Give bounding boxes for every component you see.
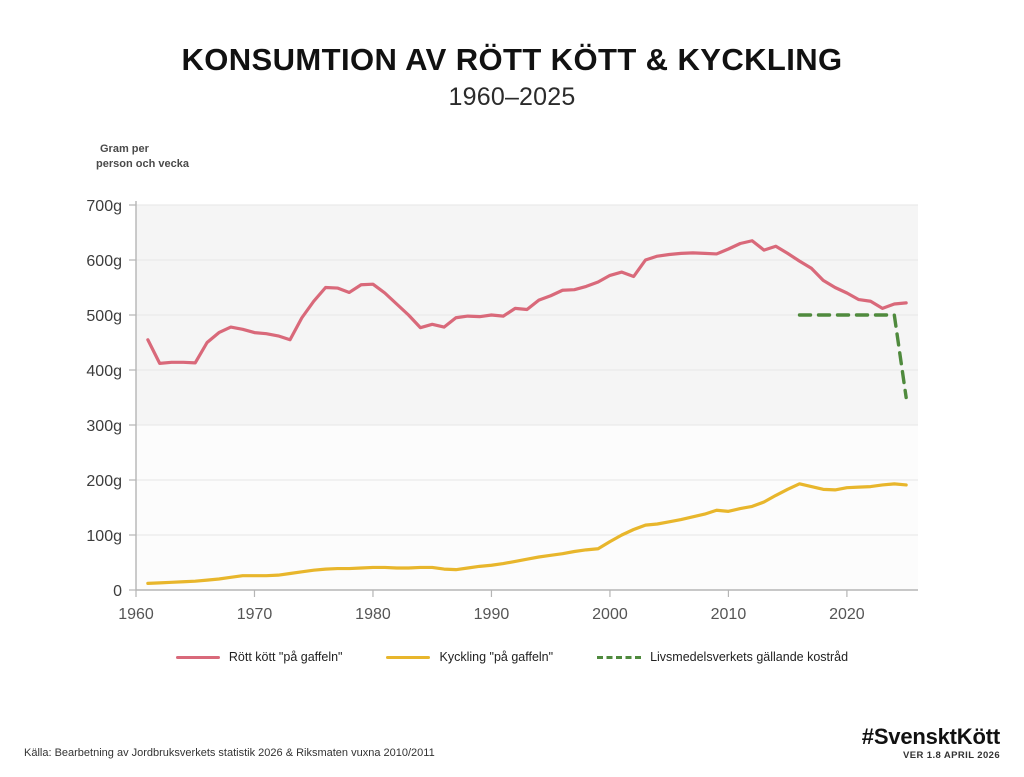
- data-series: [146, 239, 908, 586]
- svg-text:100g: 100g: [86, 528, 122, 545]
- svg-text:0: 0: [113, 583, 122, 600]
- legend-swatch-red-meat: [175, 655, 220, 659]
- legend-label-dietary-advice: Livsmedelsverkets gällande kostråd: [650, 650, 849, 664]
- axis-lines: [135, 201, 918, 591]
- x-axis-ticks: 1960 1970 1980 1990 2000 2010 2020: [118, 590, 865, 623]
- legend-label-chicken: Kyckling "på gaffeln": [439, 650, 554, 664]
- source-note: Källa: Bearbetning av Jordbruksverkets s…: [24, 747, 435, 759]
- y-axis-unit-label: Gram per person och vecka: [96, 142, 226, 171]
- svg-text:1960: 1960: [118, 606, 154, 623]
- svg-text:1970: 1970: [237, 606, 273, 623]
- chart-header: KONSUMTION AV RÖTT KÖTT & KYCKLING 1960–…: [0, 0, 1024, 112]
- brand-hashtag: #SvensktKött: [861, 723, 1000, 749]
- y-axis-unit-line-1: Gram per: [100, 143, 149, 155]
- brand-block: #SvensktKött VER 1.8 APRIL 2026: [862, 725, 1000, 761]
- svg-text:2020: 2020: [829, 606, 865, 623]
- plot-background: [136, 205, 918, 590]
- svg-text:1990: 1990: [474, 606, 510, 623]
- svg-text:600g: 600g: [86, 253, 122, 270]
- svg-text:300g: 300g: [86, 418, 122, 435]
- legend-item-red-meat[interactable]: Rött kött "på gaffeln": [175, 650, 343, 664]
- legend-item-chicken[interactable]: Kyckling "på gaffeln": [386, 650, 553, 664]
- svg-text:2010: 2010: [711, 606, 747, 623]
- svg-text:200g: 200g: [86, 473, 122, 490]
- brand-version: VER 1.8 APRIL 2026: [903, 750, 1000, 761]
- page-title: KONSUMTION AV RÖTT KÖTT & KYCKLING: [181, 42, 843, 77]
- legend-label-red-meat: Rött kött "på gaffeln": [228, 650, 343, 664]
- svg-text:500g: 500g: [86, 308, 122, 325]
- legend-swatch-chicken: [386, 655, 431, 659]
- svg-text:2000: 2000: [592, 606, 628, 623]
- svg-text:700g: 700g: [86, 198, 122, 215]
- y-axis-ticks: 0 100g 200g 300g 400g 500g 600g 700g: [86, 198, 136, 600]
- svg-text:1980: 1980: [355, 606, 391, 623]
- y-axis-unit-line-2: person och vecka: [96, 157, 189, 170]
- chart-legend: Rött kött "på gaffeln" Kyckling "på gaff…: [0, 650, 1024, 664]
- gridlines: [136, 204, 918, 591]
- legend-swatch-dietary-advice: [597, 655, 642, 659]
- legend-item-dietary-advice[interactable]: Livsmedelsverkets gällande kostråd: [597, 650, 848, 664]
- svg-text:400g: 400g: [86, 363, 122, 380]
- chart-subtitle: 1960–2025: [448, 82, 576, 111]
